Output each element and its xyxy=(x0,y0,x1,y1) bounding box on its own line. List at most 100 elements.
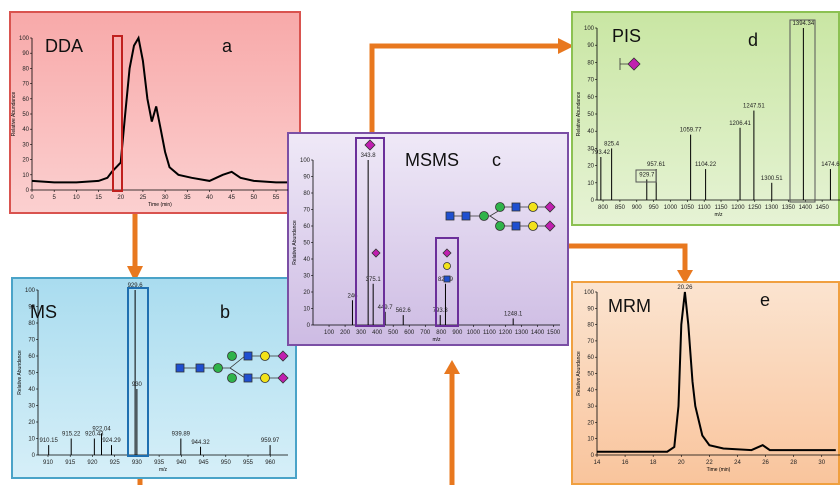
y-tick-label: 40 xyxy=(587,388,594,394)
y-tick-label: 60 xyxy=(303,224,310,230)
highlight-box xyxy=(355,137,385,327)
peak-label: 793.42 xyxy=(592,150,611,156)
glcnac xyxy=(243,373,253,383)
x-tick-label: 1200 xyxy=(731,205,745,211)
mannose xyxy=(213,363,223,373)
y-tick-label: 10 xyxy=(303,307,310,313)
arrowhead xyxy=(127,266,143,282)
x-tick-label: 1400 xyxy=(799,205,813,211)
y-tick-label: 60 xyxy=(587,95,594,101)
chart: PIS d 0 10 20 30 40 50 60 70 80 90 100 800 850 900 950 10… xyxy=(576,21,840,218)
y-tick-label: 80 xyxy=(303,191,310,197)
y-tick-label: 30 xyxy=(303,274,310,280)
peak-label: 924.29 xyxy=(102,438,121,444)
chart: MRM e 0 10 20 30 40 50 60 70 80 90 100 14 16 18 20 22 24 26… xyxy=(576,285,840,473)
glycan-bonds xyxy=(619,58,628,70)
chart-title: MS xyxy=(30,302,57,322)
x-tick-label: 35 xyxy=(184,195,191,201)
y-tick-label: 100 xyxy=(300,158,311,164)
peak-label: 20.26 xyxy=(677,285,693,291)
x-axis-label: m/z xyxy=(159,467,168,473)
x-tick-label: 18 xyxy=(650,460,657,466)
x-tick-label: 22 xyxy=(706,460,713,466)
y-tick-label: 100 xyxy=(19,36,30,42)
x-tick-label: 935 xyxy=(154,460,165,466)
y-tick-label: 80 xyxy=(587,323,594,329)
x-tick-label: 925 xyxy=(110,460,121,466)
arrowhead xyxy=(558,38,574,54)
peak-label: 920.43 xyxy=(85,432,104,438)
y-tick-label: 50 xyxy=(303,241,310,247)
galactose xyxy=(443,262,451,270)
y-axis-label: Relative Abundance xyxy=(11,92,17,137)
x-tick-label: 14 xyxy=(594,460,601,466)
y-tick-label: 80 xyxy=(28,321,35,327)
chart-title: DDA xyxy=(45,36,83,56)
glcnac xyxy=(243,351,253,361)
y-tick-label: 40 xyxy=(587,129,594,135)
y-tick-label: 10 xyxy=(22,173,29,179)
glcnac xyxy=(445,211,455,221)
y-axis-label: Relative Abundance xyxy=(17,350,23,395)
x-tick-label: 15 xyxy=(95,195,102,201)
y-tick-label: 80 xyxy=(22,66,29,72)
glcnac xyxy=(443,275,451,283)
y-tick-label: 60 xyxy=(28,354,35,360)
x-tick-label: 55 xyxy=(273,195,280,201)
x-tick-label: 1000 xyxy=(467,330,481,336)
galactose xyxy=(528,202,538,212)
mannose xyxy=(479,211,489,221)
x-tick-label: 1350 xyxy=(782,205,796,211)
x-tick-label: 16 xyxy=(622,460,629,466)
y-tick-label: 0 xyxy=(32,453,36,459)
highlight-box xyxy=(127,287,149,457)
glcnac xyxy=(195,363,205,373)
peak-label: 343.8 xyxy=(361,153,377,159)
y-tick-label: 10 xyxy=(28,437,35,443)
arrow xyxy=(137,372,455,485)
y-tick-label: 50 xyxy=(587,112,594,118)
x-tick-label: 1400 xyxy=(531,330,545,336)
x-tick-label: 950 xyxy=(649,205,660,211)
x-tick-label: 20 xyxy=(117,195,124,201)
sialic-acid xyxy=(544,220,556,232)
y-tick-label: 50 xyxy=(587,372,594,378)
galactose xyxy=(260,351,270,361)
peak-label: 922.04 xyxy=(92,427,111,433)
peak-label: 1394.34 xyxy=(793,21,815,27)
sialic-acid xyxy=(277,372,289,384)
x-tick-label: 850 xyxy=(615,205,626,211)
x-tick-label: 940 xyxy=(176,460,187,466)
y-axis-label: Relative Abundance xyxy=(292,220,298,265)
x-axis-label: Time (min) xyxy=(707,467,731,473)
x-tick-label: 800 xyxy=(436,330,447,336)
y-tick-label: 0 xyxy=(26,188,30,194)
peak-label: 793.3 xyxy=(433,308,449,314)
panel-letter: b xyxy=(220,302,230,322)
x-tick-label: 10 xyxy=(73,195,80,201)
arrow xyxy=(568,243,688,272)
peak-label: 449.7 xyxy=(378,305,394,311)
y-tick-label: 20 xyxy=(22,158,29,164)
peak-label: 1300.51 xyxy=(761,176,783,182)
y-tick-label: 70 xyxy=(22,82,29,88)
peak-label: 957.61 xyxy=(647,162,666,168)
peak-label: 1474.6 xyxy=(821,162,840,168)
chart: MS b 0 10 20 30 40 50 60 70 80 90 100 910 915 920 925 930… xyxy=(17,283,288,473)
sialic-acid xyxy=(442,248,452,258)
x-tick-label: 26 xyxy=(762,460,769,466)
y-tick-label: 90 xyxy=(587,43,594,49)
highlight-box xyxy=(112,35,123,192)
y-tick-label: 20 xyxy=(303,290,310,296)
y-tick-label: 70 xyxy=(587,339,594,345)
x-tick-label: 5 xyxy=(53,195,57,201)
y-tick-label: 0 xyxy=(591,198,595,204)
x-tick-label: 28 xyxy=(790,460,797,466)
x-tick-label: 950 xyxy=(221,460,232,466)
x-tick-label: 900 xyxy=(452,330,463,336)
sialic-acid xyxy=(277,350,289,362)
x-tick-label: 600 xyxy=(404,330,415,336)
glycan-icons xyxy=(175,57,641,384)
